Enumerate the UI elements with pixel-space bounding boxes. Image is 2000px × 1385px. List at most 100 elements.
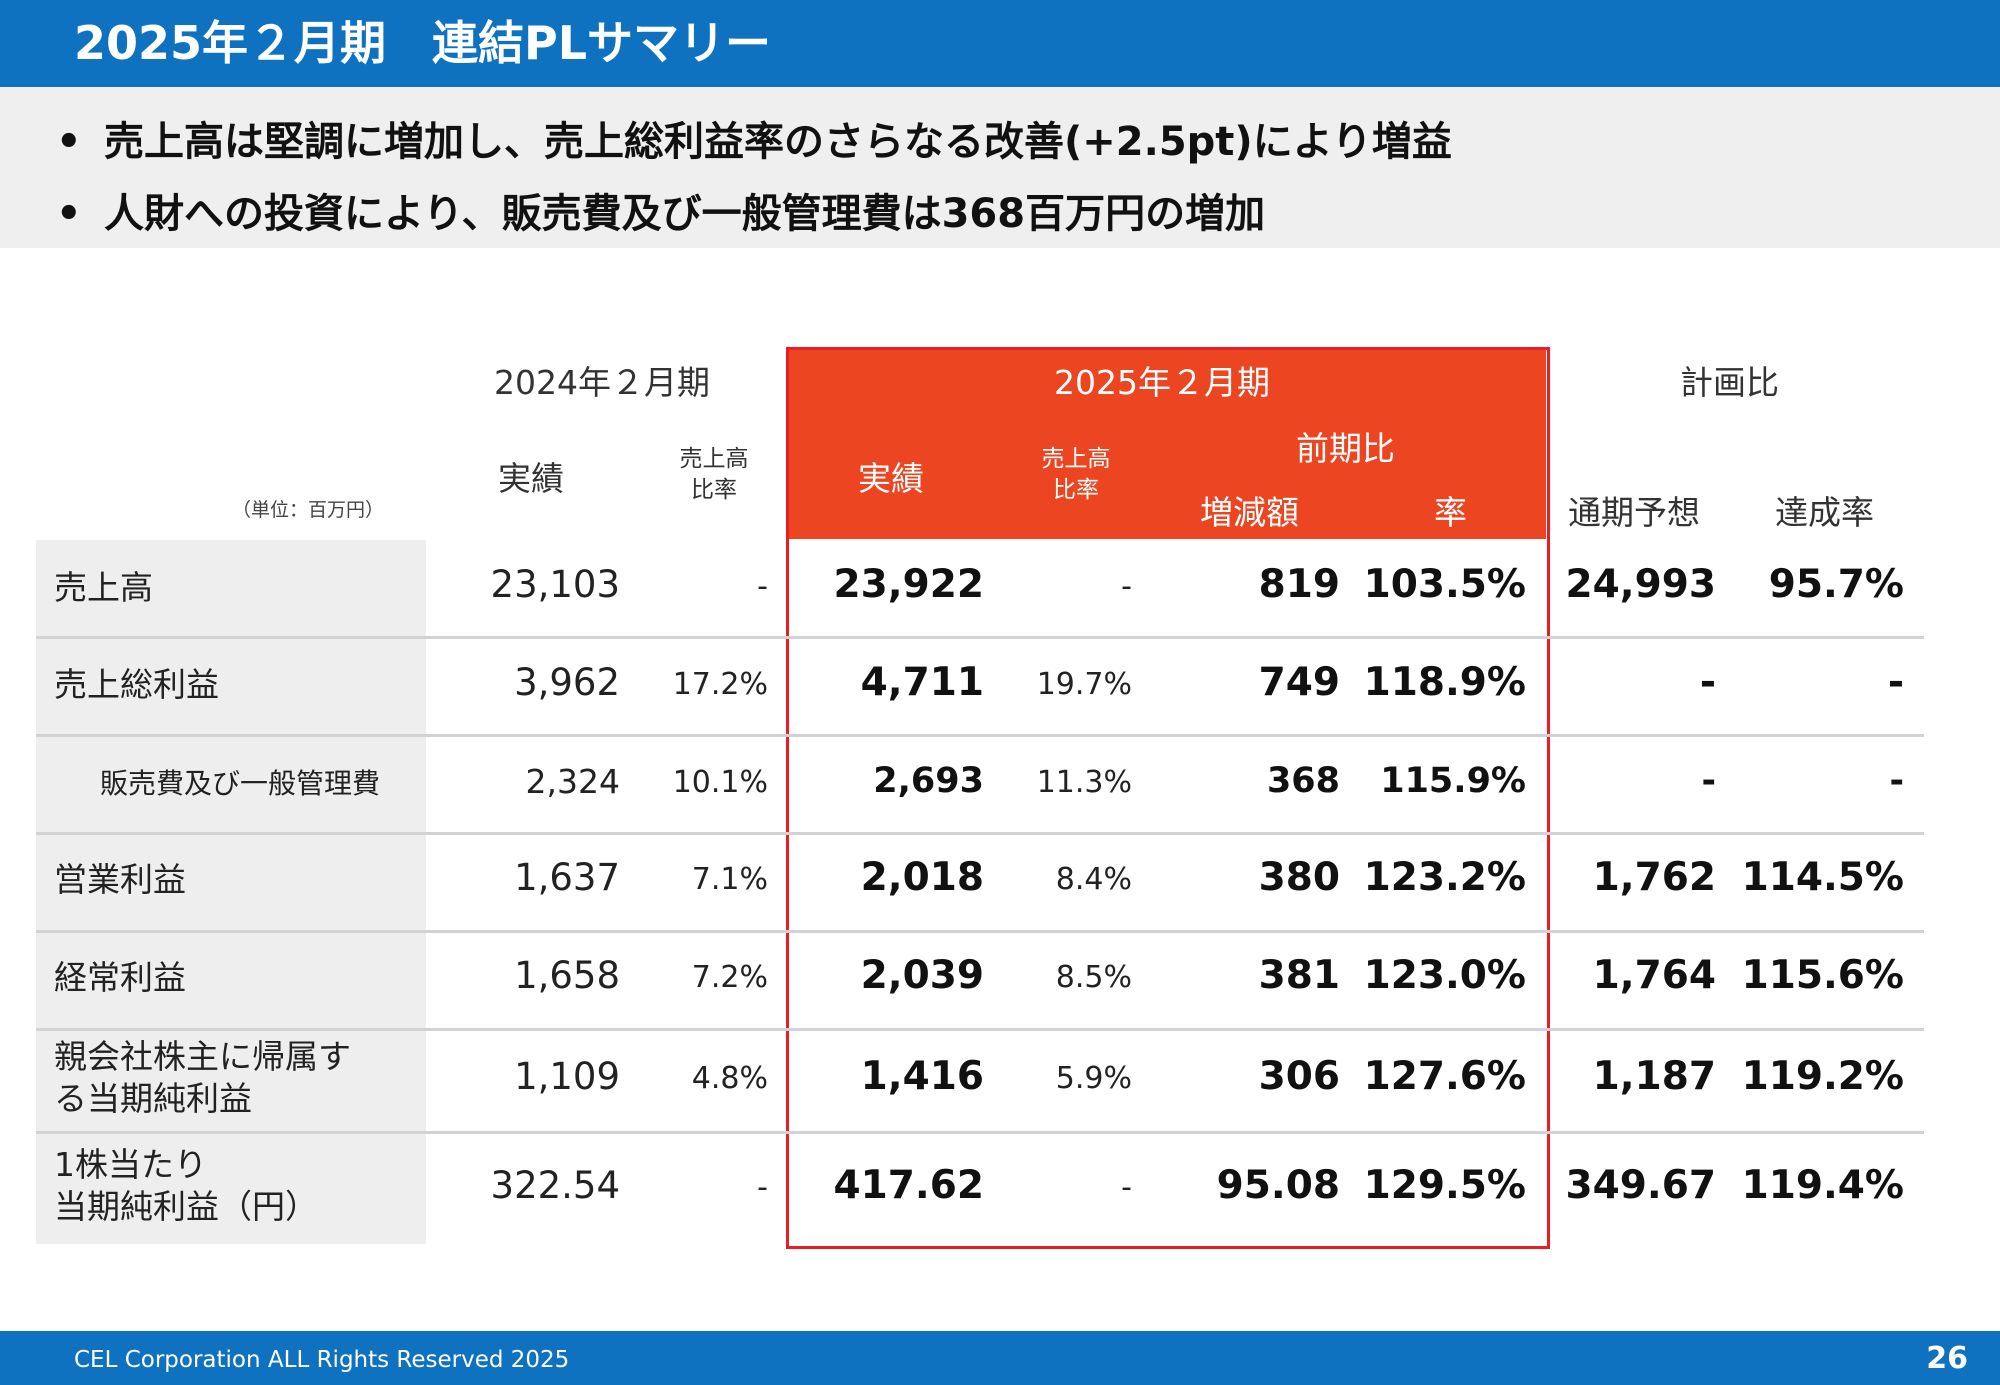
achievement-value: 114.5% <box>1741 855 1904 900</box>
achievement-value: 119.2% <box>1741 1054 1904 1099</box>
cur-ratio: 11.3% <box>1036 765 1132 800</box>
change-header: 増減額 <box>1200 493 1299 532</box>
bullet-dot-icon: • <box>56 191 82 237</box>
cur-value: 417.62 <box>833 1163 985 1208</box>
yoy-header: 前期比 <box>1296 429 1395 468</box>
row-label: 親会社株主に帰属す る当期純利益 <box>54 1037 351 1118</box>
change-value: 306 <box>1258 1054 1340 1099</box>
current-period-header-bg <box>788 349 1546 539</box>
row-divider <box>36 1028 1924 1031</box>
prev-ratio-header: 売上高 比率 <box>679 446 749 503</box>
prev-value: 1,109 <box>514 1055 620 1098</box>
prev-ratio: - <box>757 569 768 604</box>
cur-value: 2,039 <box>860 953 984 998</box>
rate-value: 115.9% <box>1380 761 1526 801</box>
prev-value: 322.54 <box>490 1164 620 1207</box>
achievement-value: - <box>1887 660 1904 705</box>
prev-value: 1,658 <box>514 954 620 997</box>
prev-period-header: 2024年２月期 <box>494 363 710 402</box>
forecast-value: 349.67 <box>1565 1163 1717 1208</box>
achievement-value: - <box>1889 761 1904 801</box>
change-value: 749 <box>1258 660 1340 705</box>
bullet-dot-icon: • <box>56 119 82 165</box>
forecast-value: 1,764 <box>1592 953 1716 998</box>
cur-value: 23,922 <box>833 562 985 607</box>
row-label: 経常利益 <box>54 958 186 997</box>
prev-ratio: - <box>757 1170 768 1205</box>
row-label: 1株当たり 当期純利益（円） <box>54 1145 318 1226</box>
cur-value: 2,018 <box>860 855 984 900</box>
row-divider <box>36 636 1924 639</box>
forecast-value: 24,993 <box>1565 562 1717 607</box>
cur-ratio: 19.7% <box>1036 667 1132 702</box>
page-number: 26 <box>1926 1341 1968 1376</box>
cur-ratio-header: 売上高 比率 <box>1041 446 1111 503</box>
cur-ratio: - <box>1121 569 1132 604</box>
slide-title: 2025年２月期 連結PLサマリー <box>74 16 772 70</box>
bullet-item: • 売上高は堅調に増加し、売上総利益率のさらなる改善(+2.5pt)により増益 <box>56 119 1452 165</box>
row-divider <box>36 832 1924 835</box>
label-bg <box>36 639 426 734</box>
title-bar: 2025年２月期 連結PLサマリー <box>0 0 2000 87</box>
cur-period-header: 2025年２月期 <box>1054 363 1270 402</box>
change-value: 95.08 <box>1216 1163 1340 1208</box>
label-bg <box>36 540 426 637</box>
label-bg <box>36 736 426 832</box>
prev-actual-header: 実績 <box>498 459 564 498</box>
bullet-item: • 人財への投資により、販売費及び一般管理費は368百万円の増加 <box>56 191 1266 237</box>
label-bg <box>36 1134 426 1244</box>
prev-ratio: 4.8% <box>691 1061 768 1096</box>
summary-bullets: • 売上高は堅調に増加し、売上総利益率のさらなる改善(+2.5pt)により増益 •… <box>0 87 2000 248</box>
prev-ratio: 10.1% <box>672 765 768 800</box>
change-value: 381 <box>1258 953 1340 998</box>
label-bg <box>36 834 426 930</box>
forecast-header: 通期予想 <box>1568 493 1700 532</box>
label-bg <box>36 1030 426 1132</box>
change-value: 819 <box>1258 562 1340 607</box>
row-label: 販売費及び一般管理費 <box>100 767 381 800</box>
forecast-value: - <box>1701 761 1716 801</box>
change-value: 368 <box>1266 761 1340 801</box>
rate-value: 103.5% <box>1363 562 1526 607</box>
prev-ratio: 17.2% <box>672 667 768 702</box>
label-bg <box>36 932 426 1028</box>
achievement-value: 119.4% <box>1741 1163 1904 1208</box>
cur-ratio: 8.5% <box>1055 960 1132 995</box>
rate-value: 123.2% <box>1363 855 1526 900</box>
cur-value: 2,693 <box>873 761 984 801</box>
rate-value: 118.9% <box>1363 660 1526 705</box>
achievement-value: 95.7% <box>1768 562 1904 607</box>
plan-header: 計画比 <box>1680 363 1779 402</box>
cur-ratio: 8.4% <box>1055 862 1132 897</box>
rate-value: 127.6% <box>1363 1054 1526 1099</box>
prev-value: 1,637 <box>514 856 620 899</box>
change-value: 380 <box>1258 855 1340 900</box>
cur-ratio: 5.9% <box>1055 1061 1132 1096</box>
row-label: 売上総利益 <box>54 665 219 704</box>
current-period-highlight-border <box>786 347 1550 1249</box>
forecast-value: 1,762 <box>1592 855 1716 900</box>
unit-note: （単位：百万円） <box>232 499 385 521</box>
footer-bar: CEL Corporation ALL Rights Reserved 2025… <box>0 1331 2000 1385</box>
prev-value: 3,962 <box>514 661 620 704</box>
prev-ratio: 7.2% <box>691 960 768 995</box>
row-label: 営業利益 <box>54 860 186 899</box>
rate-header: 率 <box>1434 493 1467 532</box>
prev-value: 2,324 <box>525 762 620 801</box>
prev-value: 23,103 <box>490 563 620 606</box>
rate-value: 123.0% <box>1363 953 1526 998</box>
row-divider <box>36 1131 1924 1134</box>
cur-value: 4,711 <box>860 660 984 705</box>
row-label: 売上高 <box>54 568 153 607</box>
forecast-value: 1,187 <box>1592 1054 1716 1099</box>
row-divider <box>36 930 1924 933</box>
cur-ratio: - <box>1121 1170 1132 1205</box>
copyright-text: CEL Corporation ALL Rights Reserved 2025 <box>74 1347 570 1373</box>
achievement-header: 達成率 <box>1775 493 1874 532</box>
forecast-value: - <box>1699 660 1716 705</box>
prev-ratio: 7.1% <box>691 862 768 897</box>
row-divider <box>36 734 1924 737</box>
cur-actual-header: 実績 <box>858 459 924 498</box>
achievement-value: 115.6% <box>1741 953 1904 998</box>
rate-value: 129.5% <box>1363 1163 1526 1208</box>
